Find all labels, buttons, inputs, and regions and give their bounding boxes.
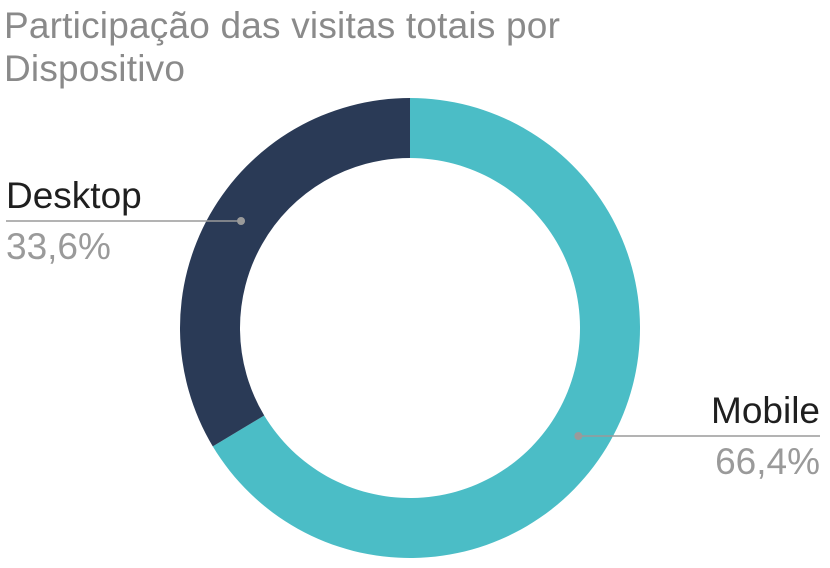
slice-value-desktop: 33,6%	[6, 226, 111, 267]
chart-title: Participação das visitas totais por Disp…	[4, 5, 561, 89]
slice-label-mobile: Mobile	[711, 390, 820, 431]
slice-value-mobile: 66,4%	[715, 441, 820, 482]
slice-desktop	[179, 97, 410, 447]
slice-label-desktop: Desktop	[6, 175, 142, 216]
